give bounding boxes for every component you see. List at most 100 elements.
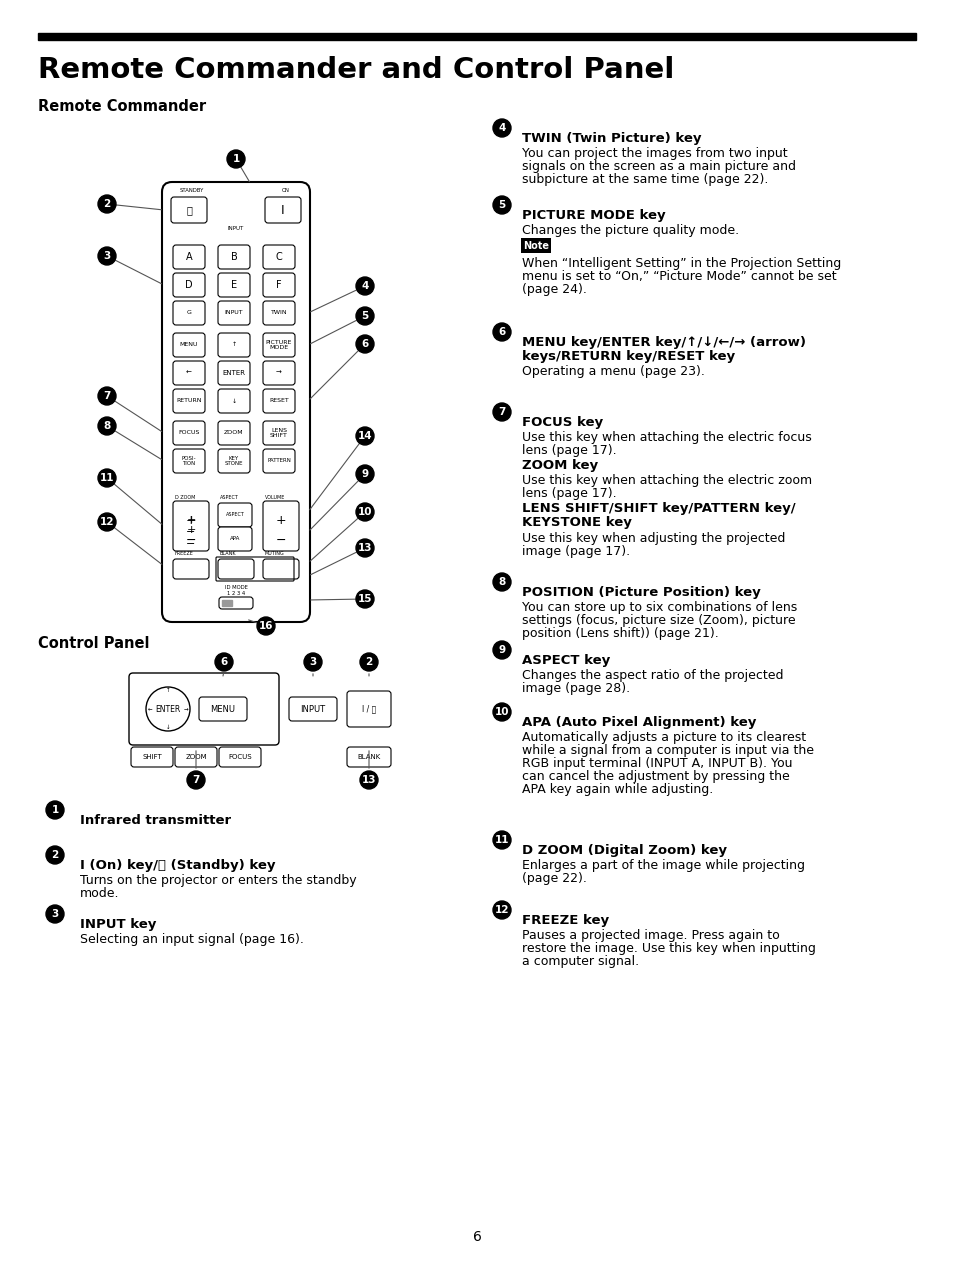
FancyBboxPatch shape xyxy=(172,301,205,325)
Text: PATTERN: PATTERN xyxy=(267,459,291,464)
Text: FOCUS key: FOCUS key xyxy=(521,417,602,429)
Text: 14: 14 xyxy=(357,431,372,441)
Text: TWIN (Twin Picture) key: TWIN (Twin Picture) key xyxy=(521,132,700,145)
Text: +
−: + − xyxy=(186,515,195,536)
FancyBboxPatch shape xyxy=(263,501,298,550)
Circle shape xyxy=(214,654,233,671)
Text: image (page 17).: image (page 17). xyxy=(521,545,630,558)
FancyBboxPatch shape xyxy=(172,333,205,357)
Circle shape xyxy=(304,654,322,671)
Circle shape xyxy=(98,387,116,405)
Text: BLANK: BLANK xyxy=(357,754,380,761)
Text: 9: 9 xyxy=(361,469,368,479)
Text: ZOOM key: ZOOM key xyxy=(521,459,598,471)
Bar xyxy=(222,600,232,606)
Text: B: B xyxy=(231,252,237,262)
Text: I / ⏻: I / ⏻ xyxy=(361,705,375,713)
Text: INPUT key: INPUT key xyxy=(80,919,156,931)
Text: menu is set to “On,” “Picture Mode” cannot be set: menu is set to “On,” “Picture Mode” cann… xyxy=(521,270,836,283)
FancyBboxPatch shape xyxy=(218,503,252,527)
Text: 13: 13 xyxy=(357,543,372,553)
FancyBboxPatch shape xyxy=(520,238,551,254)
Circle shape xyxy=(46,846,64,864)
Circle shape xyxy=(98,195,116,213)
Text: D ZOOM: D ZOOM xyxy=(174,496,195,499)
Text: 2: 2 xyxy=(51,850,58,860)
FancyBboxPatch shape xyxy=(218,527,252,550)
Text: ASPECT: ASPECT xyxy=(220,496,238,499)
Text: (page 24).: (page 24). xyxy=(521,283,586,296)
Text: POSI-
TION: POSI- TION xyxy=(181,456,196,466)
Text: KEYSTONE key: KEYSTONE key xyxy=(521,516,631,529)
Circle shape xyxy=(359,771,377,789)
Text: 6: 6 xyxy=(472,1229,481,1243)
Text: INPUT: INPUT xyxy=(300,705,325,713)
FancyBboxPatch shape xyxy=(131,747,172,767)
Text: SHIFT: SHIFT xyxy=(142,754,162,761)
Text: 12: 12 xyxy=(495,905,509,915)
Text: →: → xyxy=(275,369,282,376)
Text: +: + xyxy=(275,513,286,526)
Text: BLANK: BLANK xyxy=(220,550,236,555)
Bar xyxy=(38,33,915,39)
Text: G: G xyxy=(187,311,192,316)
Text: 15: 15 xyxy=(357,594,372,604)
Circle shape xyxy=(187,771,205,789)
Text: LENS
SHIFT: LENS SHIFT xyxy=(270,428,288,438)
Text: 6: 6 xyxy=(220,657,228,668)
FancyBboxPatch shape xyxy=(263,448,294,473)
FancyBboxPatch shape xyxy=(263,361,294,385)
Circle shape xyxy=(355,539,374,557)
Text: Use this key when adjusting the projected: Use this key when adjusting the projecte… xyxy=(521,533,784,545)
Circle shape xyxy=(46,905,64,922)
Text: settings (focus, picture size (Zoom), picture: settings (focus, picture size (Zoom), pi… xyxy=(521,614,795,627)
Text: subpicture at the same time (page 22).: subpicture at the same time (page 22). xyxy=(521,173,767,186)
Circle shape xyxy=(98,469,116,487)
Text: INPUT: INPUT xyxy=(228,225,244,231)
Text: A: A xyxy=(186,252,193,262)
FancyBboxPatch shape xyxy=(219,747,261,767)
FancyBboxPatch shape xyxy=(219,598,253,609)
Text: Enlarges a part of the image while projecting: Enlarges a part of the image while proje… xyxy=(521,859,804,871)
FancyBboxPatch shape xyxy=(263,559,298,578)
Text: PICTURE
MODE: PICTURE MODE xyxy=(266,340,292,350)
Circle shape xyxy=(493,831,511,848)
Text: STANDBY: STANDBY xyxy=(180,189,204,192)
Text: can cancel the adjustment by pressing the: can cancel the adjustment by pressing th… xyxy=(521,769,789,784)
Text: while a signal from a computer is input via the: while a signal from a computer is input … xyxy=(521,744,813,757)
FancyBboxPatch shape xyxy=(347,747,391,767)
FancyBboxPatch shape xyxy=(172,245,205,269)
Circle shape xyxy=(46,801,64,819)
Text: Use this key when attaching the electric focus: Use this key when attaching the electric… xyxy=(521,431,811,445)
Text: 9: 9 xyxy=(497,645,505,655)
Circle shape xyxy=(355,276,374,296)
FancyBboxPatch shape xyxy=(263,301,294,325)
FancyBboxPatch shape xyxy=(172,361,205,385)
Circle shape xyxy=(493,196,511,214)
Circle shape xyxy=(493,573,511,591)
Text: 1: 1 xyxy=(233,154,239,164)
Text: ⏻: ⏻ xyxy=(186,205,192,215)
FancyBboxPatch shape xyxy=(162,182,310,622)
Text: RETURN: RETURN xyxy=(176,399,201,404)
FancyBboxPatch shape xyxy=(218,301,250,325)
Circle shape xyxy=(146,687,190,731)
Text: ZOOM: ZOOM xyxy=(185,754,207,761)
Text: RGB input terminal (INPUT A, INPUT B). You: RGB input terminal (INPUT A, INPUT B). Y… xyxy=(521,757,792,769)
FancyBboxPatch shape xyxy=(218,273,250,297)
Text: lens (page 17).: lens (page 17). xyxy=(521,445,616,457)
Text: keys/RETURN key/RESET key: keys/RETURN key/RESET key xyxy=(521,350,735,363)
Circle shape xyxy=(355,427,374,445)
Text: 3: 3 xyxy=(51,910,58,919)
Text: ↑: ↑ xyxy=(166,688,171,693)
Text: (page 22).: (page 22). xyxy=(521,871,586,885)
Text: Changes the picture quality mode.: Changes the picture quality mode. xyxy=(521,224,739,237)
Text: FREEZE key: FREEZE key xyxy=(521,913,608,927)
Circle shape xyxy=(98,513,116,531)
Text: APA (Auto Pixel Alignment) key: APA (Auto Pixel Alignment) key xyxy=(521,716,756,729)
Text: Pauses a projected image. Press again to: Pauses a projected image. Press again to xyxy=(521,929,779,941)
Circle shape xyxy=(493,641,511,659)
Text: Use this key when attaching the electric zoom: Use this key when attaching the electric… xyxy=(521,474,811,487)
Text: 8: 8 xyxy=(103,420,111,431)
Text: ZOOM: ZOOM xyxy=(224,431,244,436)
